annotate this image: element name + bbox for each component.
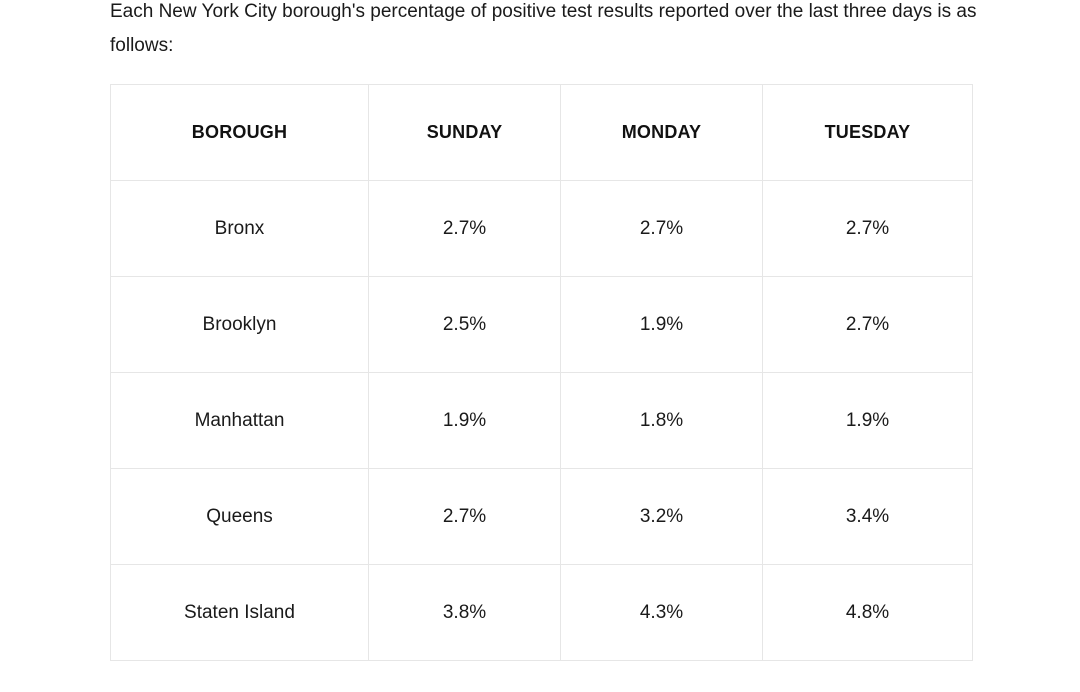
borough-cell: Queens bbox=[110, 468, 369, 565]
borough-cell: Manhattan bbox=[110, 372, 369, 469]
monday-cell: 1.9% bbox=[560, 276, 763, 373]
tuesday-cell: 4.8% bbox=[762, 564, 973, 661]
column-header-sunday: SUNDAY bbox=[368, 84, 561, 181]
column-header-monday: MONDAY bbox=[560, 84, 763, 181]
borough-cell: Staten Island bbox=[110, 564, 369, 661]
monday-cell: 4.3% bbox=[560, 564, 763, 661]
positivity-table: BOROUGH SUNDAY MONDAY TUESDAY Bronx 2.7%… bbox=[110, 84, 973, 661]
table-header-row: BOROUGH SUNDAY MONDAY TUESDAY bbox=[110, 84, 973, 181]
monday-cell: 3.2% bbox=[560, 468, 763, 565]
borough-cell: Bronx bbox=[110, 180, 369, 277]
borough-cell: Brooklyn bbox=[110, 276, 369, 373]
sunday-cell: 2.7% bbox=[368, 180, 561, 277]
sunday-cell: 3.8% bbox=[368, 564, 561, 661]
tuesday-cell: 1.9% bbox=[762, 372, 973, 469]
monday-cell: 2.7% bbox=[560, 180, 763, 277]
table-row: Staten Island 3.8% 4.3% 4.8% bbox=[110, 564, 973, 661]
column-header-tuesday: TUESDAY bbox=[762, 84, 973, 181]
monday-cell: 1.8% bbox=[560, 372, 763, 469]
sunday-cell: 1.9% bbox=[368, 372, 561, 469]
table-row: Bronx 2.7% 2.7% 2.7% bbox=[110, 180, 973, 277]
table-row: Queens 2.7% 3.2% 3.4% bbox=[110, 468, 973, 565]
column-header-borough: BOROUGH bbox=[110, 84, 369, 181]
table-row: Brooklyn 2.5% 1.9% 2.7% bbox=[110, 276, 973, 373]
sunday-cell: 2.5% bbox=[368, 276, 561, 373]
table-row: Manhattan 1.9% 1.8% 1.9% bbox=[110, 372, 973, 469]
tuesday-cell: 2.7% bbox=[762, 180, 973, 277]
tuesday-cell: 2.7% bbox=[762, 276, 973, 373]
sunday-cell: 2.7% bbox=[368, 468, 561, 565]
intro-paragraph: Each New York City borough's percentage … bbox=[110, 1, 977, 56]
tuesday-cell: 3.4% bbox=[762, 468, 973, 565]
